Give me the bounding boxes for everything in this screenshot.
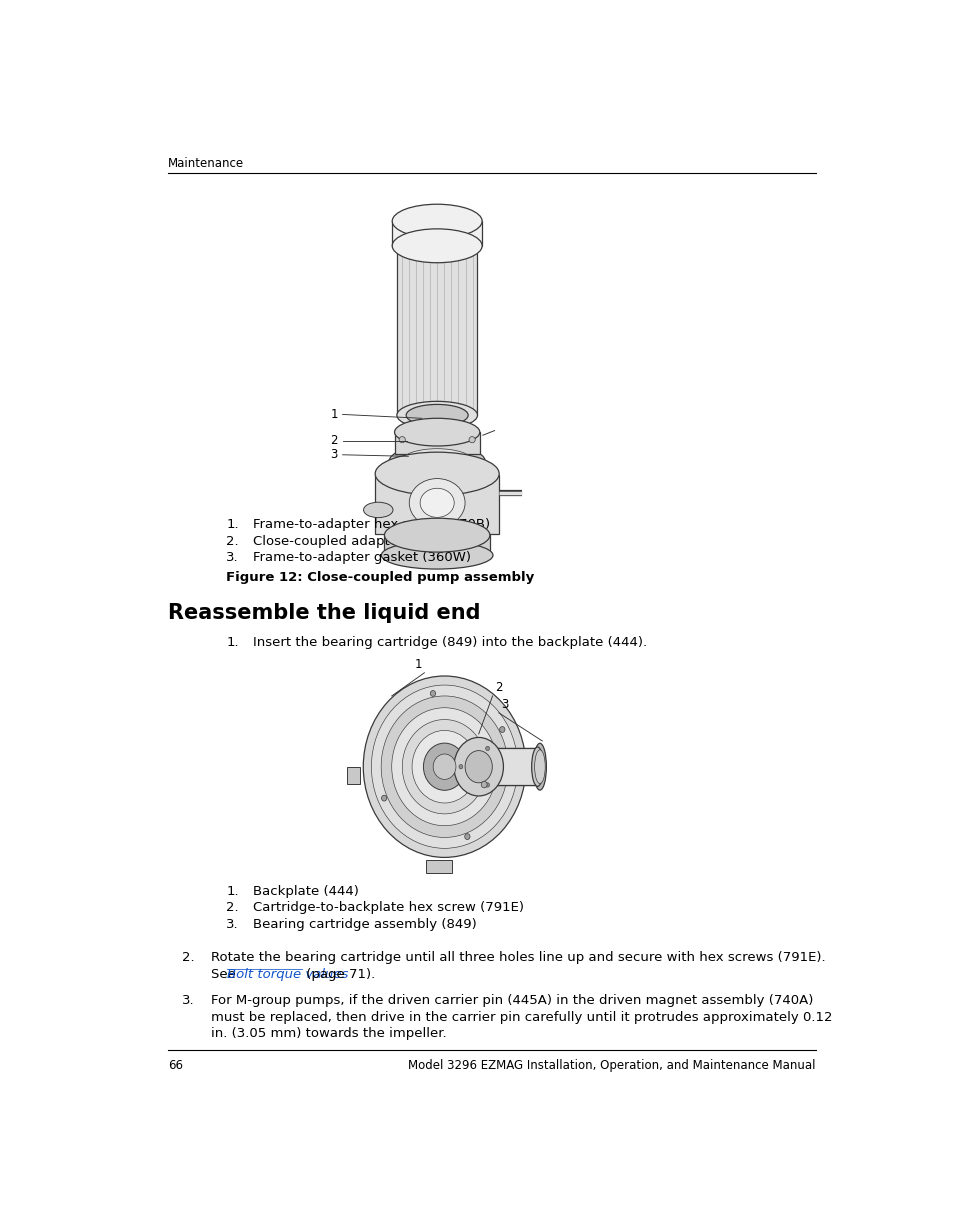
Ellipse shape (458, 764, 462, 769)
Ellipse shape (375, 453, 498, 496)
Ellipse shape (499, 726, 504, 733)
Ellipse shape (464, 833, 470, 839)
Ellipse shape (412, 730, 476, 802)
Text: 3: 3 (330, 448, 337, 461)
Text: Reassemble the liquid end: Reassemble the liquid end (168, 604, 480, 623)
Ellipse shape (480, 782, 487, 788)
Ellipse shape (423, 744, 465, 790)
Ellipse shape (534, 750, 545, 784)
FancyBboxPatch shape (384, 535, 489, 552)
Ellipse shape (402, 719, 486, 814)
Text: 2.: 2. (226, 901, 238, 914)
FancyBboxPatch shape (375, 475, 498, 534)
Ellipse shape (409, 479, 464, 528)
Circle shape (398, 437, 405, 443)
Circle shape (469, 437, 475, 443)
Text: See: See (211, 968, 239, 980)
Ellipse shape (400, 449, 473, 474)
Ellipse shape (363, 502, 393, 518)
Ellipse shape (465, 751, 492, 783)
Text: 1: 1 (415, 658, 422, 671)
Ellipse shape (389, 444, 485, 479)
Text: Cartridge-to-backplate hex screw (791E): Cartridge-to-backplate hex screw (791E) (253, 901, 524, 914)
FancyBboxPatch shape (395, 432, 479, 454)
Ellipse shape (363, 676, 525, 858)
FancyBboxPatch shape (396, 245, 476, 415)
Text: Rotate the bearing cartridge until all three holes line up and secure with hex s: Rotate the bearing cartridge until all t… (211, 951, 824, 964)
Ellipse shape (454, 737, 503, 796)
Text: 3.: 3. (226, 551, 238, 564)
Text: (page 71).: (page 71). (301, 968, 375, 980)
Ellipse shape (381, 696, 507, 838)
Ellipse shape (381, 795, 386, 801)
Text: 3: 3 (500, 698, 508, 712)
Ellipse shape (392, 229, 481, 263)
Ellipse shape (384, 518, 489, 552)
FancyBboxPatch shape (425, 860, 451, 874)
Text: Close-coupled adapter (503): Close-coupled adapter (503) (253, 535, 443, 548)
Text: Model 3296 EZMAG Installation, Operation, and Maintenance Manual: Model 3296 EZMAG Installation, Operation… (408, 1059, 815, 1072)
Ellipse shape (392, 708, 497, 826)
Text: in. (3.05 mm) towards the impeller.: in. (3.05 mm) towards the impeller. (211, 1027, 446, 1040)
Ellipse shape (396, 401, 476, 429)
Text: 2.: 2. (226, 535, 238, 548)
Ellipse shape (419, 488, 454, 518)
Ellipse shape (531, 747, 543, 787)
Ellipse shape (381, 541, 493, 569)
Text: must be replaced, then drive in the carrier pin carefully until it protrudes app: must be replaced, then drive in the carr… (211, 1011, 831, 1023)
Ellipse shape (430, 691, 436, 697)
Text: Frame-to-adapter hex screw (370B): Frame-to-adapter hex screw (370B) (253, 518, 490, 531)
Ellipse shape (433, 755, 456, 779)
Text: 66: 66 (168, 1059, 183, 1072)
FancyBboxPatch shape (347, 767, 359, 784)
Text: 1.: 1. (226, 518, 238, 531)
Text: For M-group pumps, if the driven carrier pin (445A) in the driven magnet assembl: For M-group pumps, if the driven carrier… (211, 994, 812, 1007)
Text: 2: 2 (495, 681, 502, 694)
Text: 1: 1 (330, 407, 337, 421)
Ellipse shape (485, 746, 489, 751)
Text: Bolt torque values: Bolt torque values (227, 968, 348, 980)
Text: Backplate (444): Backplate (444) (253, 885, 359, 897)
Text: 1.: 1. (226, 885, 238, 897)
Ellipse shape (392, 204, 481, 238)
FancyBboxPatch shape (392, 221, 481, 245)
Ellipse shape (396, 232, 476, 260)
Text: Insert the bearing cartridge (849) into the backplate (444).: Insert the bearing cartridge (849) into … (253, 636, 647, 649)
Text: 2.: 2. (182, 951, 194, 964)
FancyBboxPatch shape (406, 415, 468, 432)
Text: 3.: 3. (182, 994, 194, 1007)
Text: 1.: 1. (226, 636, 238, 649)
Text: Bearing cartridge assembly (849): Bearing cartridge assembly (849) (253, 918, 476, 930)
Ellipse shape (406, 405, 468, 426)
Ellipse shape (395, 418, 479, 445)
Text: Figure 12: Close-coupled pump assembly: Figure 12: Close-coupled pump assembly (226, 571, 534, 584)
Ellipse shape (533, 744, 546, 790)
Text: 3.: 3. (226, 918, 238, 930)
Text: Maintenance: Maintenance (168, 157, 244, 169)
Text: 2: 2 (330, 434, 337, 448)
FancyBboxPatch shape (489, 748, 537, 785)
Text: Frame-to-adapter gasket (360W): Frame-to-adapter gasket (360W) (253, 551, 471, 564)
Ellipse shape (371, 685, 517, 848)
Ellipse shape (485, 783, 489, 788)
